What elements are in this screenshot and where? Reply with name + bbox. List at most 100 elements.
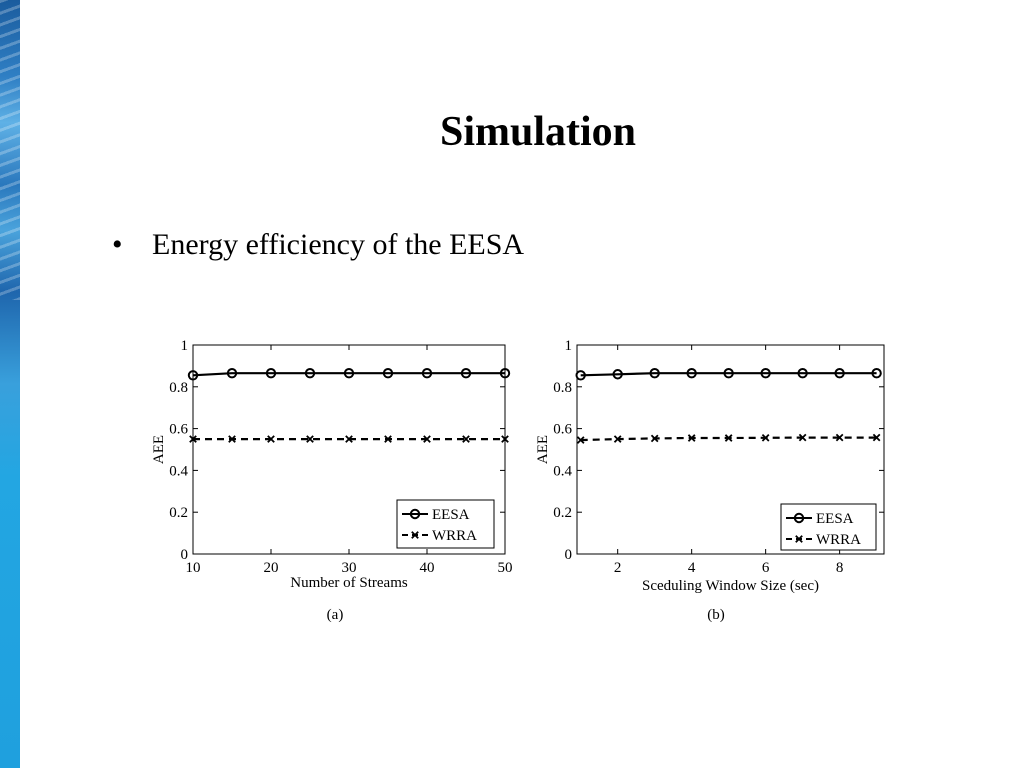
decorative-side-bar [0,0,20,768]
data-point-eesa [382,368,394,379]
bullet-glyph: • [112,228,123,261]
data-point-eesa [760,368,771,379]
x-tick-label: 2 [614,560,622,576]
data-point-wrra [306,435,314,443]
data-point-eesa [575,370,586,381]
chart-b: 0 0.2 0.4 0.6 0.8 1 2 4 6 8 Sceduling Window Size … [535,338,885,623]
x-axis-label: Sceduling Window Size (sec) [642,578,819,594]
y-tick-label: 0 [565,547,573,563]
data-point-wrra [345,435,353,443]
x-tick-label: 50 [498,560,513,576]
data-point-wrra [423,435,431,443]
slide-title: Simulation [439,109,637,155]
data-point-wrra [687,434,696,442]
legend-marker [795,535,803,543]
y-tick-label: 0.8 [169,380,188,396]
marker-stroke [345,435,353,443]
marker-stroke [462,435,470,443]
chart-caption: (a) [327,607,344,623]
data-point-wrra [872,433,881,442]
data-point-wrra [384,435,392,443]
chart-caption: (b) [707,607,725,623]
data-point-wrra [724,434,733,442]
data-point-eesa [265,368,277,379]
marker-stroke [872,433,881,442]
x-tick-label: 40 [420,560,435,576]
data-point-eesa [304,368,316,379]
data-point-eesa [871,368,882,379]
legend-marker [411,531,419,539]
data-point-wrra [267,435,275,443]
y-axis-label: AEE [535,435,551,464]
marker-stroke [189,435,197,443]
legend-marker [409,508,421,520]
y-tick-label: 0.8 [553,380,572,396]
marker-stroke [798,433,807,442]
data-point-eesa [686,368,697,379]
data-point-wrra [613,435,622,443]
marker-stroke [228,435,236,443]
marker-stroke [267,435,275,443]
bullet-text: Energy efficiency of the EESA [152,228,525,261]
data-point-wrra [228,435,236,443]
marker-stroke [411,531,419,539]
data-point-eesa [723,368,734,379]
x-tick-label: 10 [186,560,201,576]
data-point-wrra [761,433,770,442]
x-tick-label: 30 [342,560,357,576]
legend-marker [793,512,805,524]
data-point-wrra [576,436,585,444]
data-point-eesa [421,368,433,379]
data-point-wrra [501,435,509,443]
marker-stroke [384,435,392,443]
marker-stroke [306,435,314,443]
legend-label: WRRA [432,528,477,544]
x-axis-label: Number of Streams [290,575,408,591]
legend-label: WRRA [816,532,861,548]
marker-stroke [724,434,733,442]
y-tick-label: 0.2 [553,505,572,521]
y-tick-label: 0.2 [169,505,188,521]
bullet-item: • Energy efficiency of the EESA [112,228,524,262]
x-tick-label: 8 [836,560,844,576]
y-tick-label: 1 [565,338,573,354]
y-tick-label: 0 [181,547,189,563]
data-point-eesa [460,368,472,379]
data-point-wrra [650,434,659,443]
marker-stroke [835,433,844,442]
data-point-wrra [798,433,807,442]
chart-a: 0 0.2 0.4 0.6 0.8 1 10 20 30 40 50 Number of Stream… [151,338,513,623]
data-point-eesa [226,368,238,379]
x-tick-label: 20 [264,560,279,576]
y-tick-label: 0.6 [169,422,188,438]
series-line-eesa [192,372,505,377]
legend: EESA WRRA [396,499,495,549]
y-axis-label: AEE [151,435,167,464]
y-tick-label: 1 [181,338,189,354]
series-line-eesa [580,372,877,377]
data-point-eesa [797,368,808,379]
data-point-eesa [649,368,660,379]
data-point-eesa [187,370,199,381]
marker-stroke [795,535,803,543]
data-point-eesa [612,369,623,380]
legend-box [396,499,495,549]
marker-stroke [576,436,585,444]
marker-stroke [501,435,509,443]
y-tick-label: 0.4 [553,463,572,479]
y-tick-label: 0.4 [169,463,188,479]
x-tick-label: 4 [688,560,696,576]
data-point-wrra [189,435,197,443]
legend-label: EESA [816,511,854,527]
marker-stroke [423,435,431,443]
data-point-eesa [343,368,355,379]
data-point-wrra [835,433,844,442]
marker-stroke [650,434,659,443]
legend-label: EESA [432,507,470,523]
y-tick-label: 0.6 [553,422,572,438]
marker-stroke [761,433,770,442]
data-point-eesa [834,368,845,379]
data-point-wrra [462,435,470,443]
x-tick-label: 6 [762,560,770,576]
